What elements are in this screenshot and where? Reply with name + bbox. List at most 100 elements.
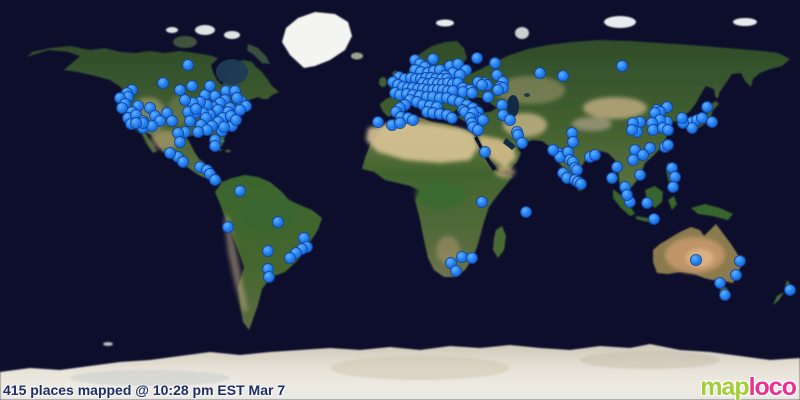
- map-marker: [662, 117, 672, 127]
- map-marker: [462, 100, 472, 110]
- map-marker: [155, 116, 165, 126]
- map-marker: [115, 93, 125, 103]
- map-marker: [396, 112, 406, 122]
- map-marker: [428, 92, 438, 102]
- map-marker: [448, 86, 458, 96]
- map-marker: [731, 270, 741, 280]
- map-marker: [785, 285, 795, 295]
- map-marker: [567, 128, 577, 138]
- map-marker: [210, 175, 220, 185]
- map-marker: [498, 110, 508, 120]
- map-marker: [231, 115, 241, 125]
- map-marker: [445, 61, 455, 71]
- map-marker: [625, 197, 635, 207]
- map-marker: [415, 91, 425, 101]
- map-marker: [227, 121, 237, 131]
- map-marker: [677, 113, 687, 123]
- map-marker: [131, 118, 141, 128]
- map-marker: [400, 100, 410, 110]
- map-marker: [145, 103, 155, 113]
- logo-loco: loco: [748, 373, 797, 400]
- map-marker: [210, 141, 220, 151]
- map-marker: [180, 127, 190, 137]
- map-marker: [273, 217, 283, 227]
- map-marker: [219, 122, 229, 132]
- logo-map: map: [700, 373, 749, 400]
- map-marker: [720, 290, 730, 300]
- map-marker: [517, 138, 527, 148]
- map-marker: [138, 123, 148, 133]
- map-marker: [448, 68, 458, 78]
- map-marker: [418, 100, 428, 110]
- map-marker: [460, 107, 470, 117]
- map-marker: [687, 123, 697, 133]
- map-marker: [416, 67, 426, 77]
- map-marker: [607, 173, 617, 183]
- map-marker: [435, 65, 445, 75]
- map-marker: [133, 101, 143, 111]
- map-marker: [448, 95, 458, 105]
- map-marker: [497, 100, 507, 110]
- map-marker: [558, 71, 568, 81]
- map-marker: [188, 98, 198, 108]
- map-marker: [123, 113, 133, 123]
- map-marker: [697, 113, 707, 123]
- map-marker: [617, 61, 627, 71]
- map-marker: [461, 65, 471, 75]
- map-marker: [620, 182, 630, 192]
- map-marker: [642, 198, 652, 208]
- map-marker: [299, 233, 309, 243]
- map-marker: [662, 102, 672, 112]
- map-marker: [473, 125, 483, 135]
- map-marker: [422, 92, 432, 102]
- map-marker: [630, 145, 640, 155]
- map-marker: [410, 65, 420, 75]
- map-marker: [147, 121, 157, 131]
- map-marker: [263, 246, 273, 256]
- map-marker: [175, 137, 185, 147]
- map-marker: [123, 92, 133, 102]
- map-marker: [707, 117, 717, 127]
- map-marker: [178, 157, 188, 167]
- map-marker: [432, 102, 442, 112]
- map-marker: [173, 152, 183, 162]
- map-marker: [447, 113, 457, 123]
- map-marker: [467, 253, 477, 263]
- map-marker: [183, 60, 193, 70]
- map-marker: [117, 103, 127, 113]
- map-marker: [241, 101, 251, 111]
- map-marker: [428, 54, 438, 64]
- map-marker: [455, 70, 465, 80]
- map-marker: [483, 92, 493, 102]
- map-marker: [635, 170, 645, 180]
- map-marker: [131, 110, 141, 120]
- map-marker: [667, 163, 677, 173]
- map-marker: [590, 150, 600, 160]
- map-marker: [490, 58, 500, 68]
- map-marker: [492, 70, 502, 80]
- map-marker: [562, 173, 572, 183]
- map-marker: [735, 256, 745, 266]
- map-marker: [191, 104, 201, 114]
- map-marker: [498, 83, 508, 93]
- map-marker: [446, 258, 456, 268]
- map-marker: [202, 100, 212, 110]
- map-marker: [207, 121, 217, 131]
- map-marker: [213, 105, 223, 115]
- map-marker: [628, 155, 638, 165]
- map-marker: [193, 127, 203, 137]
- map-marker: [635, 117, 645, 127]
- maploco-logo[interactable]: maploco: [700, 373, 797, 400]
- map-marker: [395, 118, 405, 128]
- map-marker: [555, 152, 565, 162]
- map-marker: [678, 118, 688, 128]
- map-marker: [232, 93, 242, 103]
- map-marker: [428, 108, 438, 118]
- map-marker: [521, 207, 531, 217]
- map-marker: [513, 130, 523, 140]
- map-marker: [563, 147, 573, 157]
- map-marker: [442, 93, 452, 103]
- map-marker: [201, 113, 211, 123]
- map-marker: [668, 182, 678, 192]
